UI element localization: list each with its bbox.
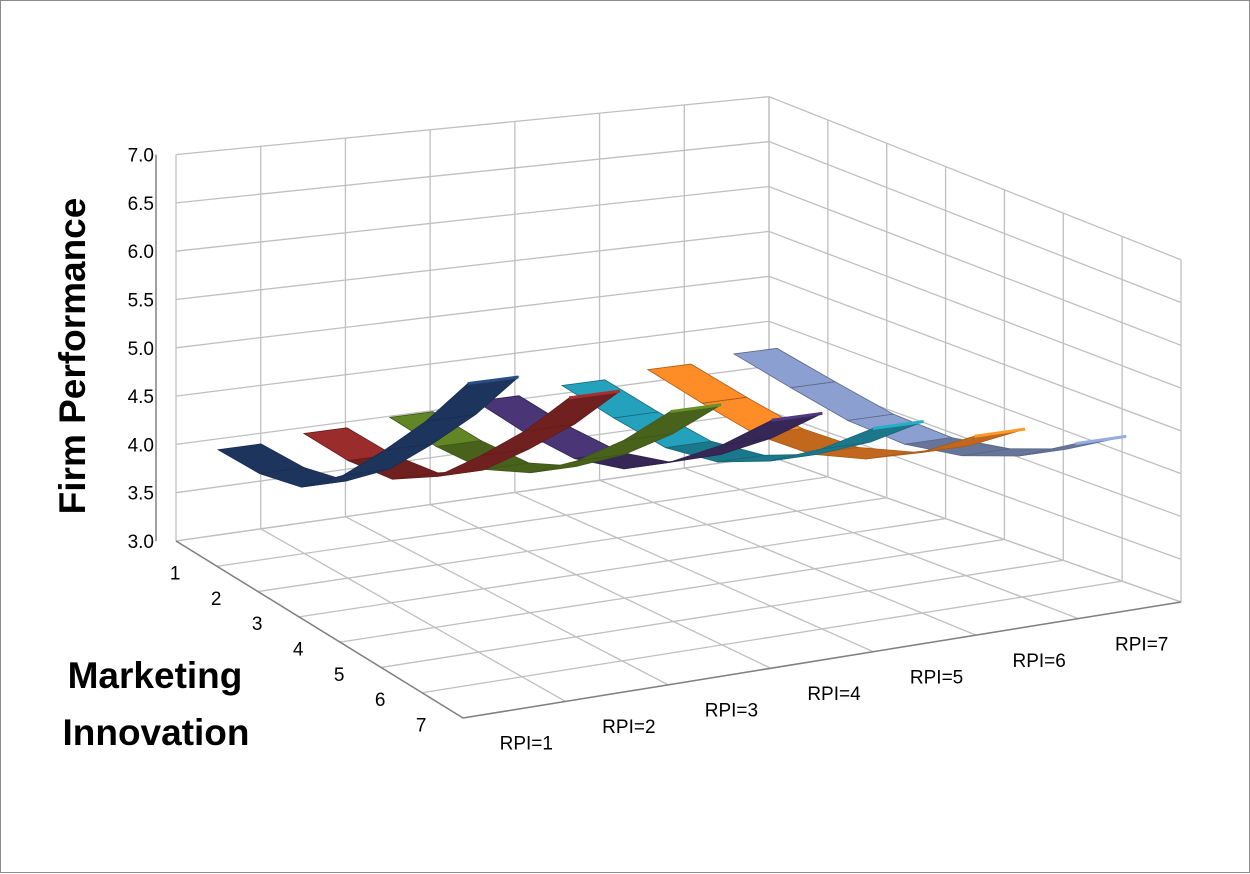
floor-gridline [216, 476, 828, 567]
ribbon-top-edge [771, 411, 823, 422]
ribbon-segment [732, 347, 837, 389]
x-tick-label: 4 [293, 640, 304, 661]
ribbon-top-edge [568, 389, 620, 400]
z-gridline [175, 185, 1182, 346]
z-gridline [175, 140, 1182, 304]
chart-ribbons [216, 347, 1127, 488]
series-tick-label: RPI=6 [1012, 651, 1065, 672]
ribbon-rpi-1 [216, 375, 520, 488]
chart-axis-titles: Firm Performance Marketing Innovation [52, 198, 250, 753]
series-tick-label: RPI=1 [500, 734, 553, 755]
ribbon-segment [646, 363, 748, 404]
x-axis-title-line-1: Marketing [68, 655, 243, 696]
floor-gridline [429, 503, 771, 669]
x-axis-title-line-2: Innovation [62, 712, 249, 753]
z-tick-label: 4.0 [128, 435, 154, 456]
z-tick-label: 6.0 [128, 242, 154, 263]
series-tick-label: RPI=4 [807, 684, 861, 705]
z-tick-label: 7.0 [128, 146, 154, 167]
floor-gridline [298, 517, 946, 618]
floor-axis-line [175, 540, 1182, 719]
ribbon-top-edge [872, 419, 924, 431]
series-tick-label: RPI=5 [910, 667, 963, 688]
chart-gridlines [155, 95, 1182, 719]
ribbon-top-edge [670, 403, 722, 414]
z-gridline [175, 230, 1182, 389]
x-tick-label: 7 [416, 715, 427, 736]
floor-gridline [768, 455, 1182, 603]
y-axis-title: Firm Performance [52, 198, 93, 515]
x-tick-label: 5 [334, 665, 345, 686]
ribbon-top-edge [467, 375, 519, 386]
floor-gridline [421, 580, 1123, 694]
floor-gridline [345, 516, 669, 686]
x-tick-label: 3 [252, 614, 263, 635]
z-tick-label: 3.5 [128, 484, 154, 505]
floor-gridline [175, 455, 770, 542]
series-tick-label: RPI=7 [1115, 634, 1168, 655]
z-tick-label: 5.5 [128, 291, 154, 312]
floor-gridline [257, 497, 887, 593]
ribbon-top-edge [1075, 434, 1127, 446]
floor-gridline [684, 467, 1079, 620]
z-tick-label: 3.0 [128, 532, 154, 553]
z-gridline [175, 275, 1182, 432]
floor-gridline [514, 491, 874, 653]
z-tick-label: 5.0 [128, 339, 154, 360]
floor-gridline [380, 559, 1064, 669]
floor-gridline [260, 528, 566, 702]
x-tick-label: 2 [211, 589, 222, 610]
z-tick-label: 4.5 [128, 387, 154, 408]
x-tick-label: 6 [375, 690, 386, 711]
floor-gridline [599, 479, 977, 636]
ribbon-top-edge [974, 427, 1026, 438]
z-tick-label: 6.5 [128, 194, 154, 215]
floor-gridline [339, 538, 1005, 643]
chart-tick-labels: 3.0 3.5 4.0 4.5 5.0 5.5 6.0 6.5 7.0 1 2 3 4 5 6 7 RPI=1 R… [128, 146, 1169, 755]
series-tick-label: RPI=3 [705, 701, 758, 722]
series-tick-label: RPI=2 [602, 717, 655, 738]
x-tick-label: 1 [170, 564, 181, 585]
